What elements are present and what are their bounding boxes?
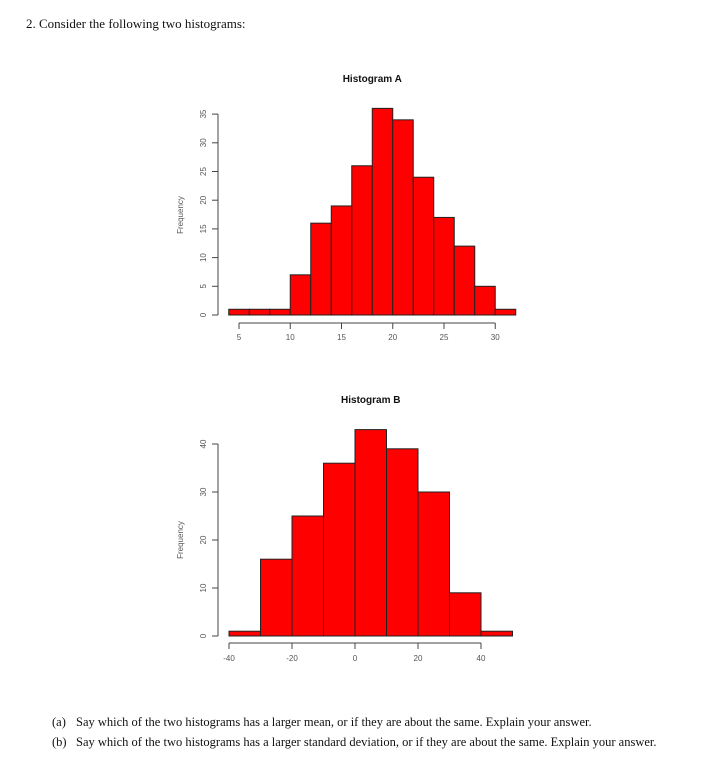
subquestion-label: (a)	[52, 715, 66, 729]
x-tick-label: 0	[353, 654, 358, 663]
x-tick-label: 20	[414, 654, 423, 663]
y-tick-label: 30	[199, 138, 208, 147]
histogram-bar	[323, 462, 356, 637]
histogram-a: Histogram A 0 5 10 15 20 25 30 35 Frequency 5 10 15 2…	[176, 74, 517, 342]
y-tick-label: 30	[199, 487, 208, 496]
y-tick-label: 20	[199, 195, 208, 204]
histogram-bar	[417, 491, 450, 637]
subquestion-b: (b) Say which of the two histograms has …	[52, 732, 692, 752]
subquestion-label: (b)	[52, 735, 67, 749]
histogram-bar	[480, 630, 513, 637]
chart-title: Histogram B	[341, 395, 400, 406]
subquestions: (a) Say which of the two histograms has …	[52, 712, 692, 752]
y-tick-label: 25	[199, 167, 208, 176]
subquestion-text: Say which of the two histograms has a la…	[76, 715, 592, 729]
x-tick-label: 30	[491, 333, 500, 342]
y-axis-label: Frequency	[176, 521, 185, 559]
x-tick-label: -20	[286, 654, 298, 663]
y-tick-label: 5	[199, 284, 208, 289]
histogram-b: Histogram B 0 10 20 30 40 Frequency -40 -20 0 20 40	[176, 395, 513, 663]
y-tick-label: 0	[199, 633, 208, 638]
histogram-bar	[449, 592, 482, 637]
x-tick-label: 10	[286, 333, 295, 342]
histogram-bar	[260, 558, 293, 637]
x-tick-label: 5	[237, 333, 242, 342]
histogram-bar	[453, 245, 476, 316]
x-tick-label: 15	[337, 333, 346, 342]
chart-title: Histogram A	[343, 74, 402, 85]
histogram-bar	[474, 285, 496, 316]
y-tick-label: 15	[199, 224, 208, 233]
x-tick-label: 25	[440, 333, 449, 342]
y-tick-label: 10	[199, 583, 208, 592]
y-tick-label: 20	[199, 535, 208, 544]
x-tick-label: 20	[388, 333, 397, 342]
histogram-bar	[228, 630, 261, 637]
histogram-bar	[386, 448, 419, 637]
y-tick-label: 0	[199, 312, 208, 317]
subquestion-text: Say which of the two histograms has a la…	[76, 735, 657, 749]
y-axis-label: Frequency	[176, 196, 185, 234]
x-tick-label: 40	[477, 654, 486, 663]
y-tick-label: 40	[199, 439, 208, 448]
histogram-bar	[291, 515, 324, 637]
y-tick-label: 10	[199, 253, 208, 262]
histogram-bar	[494, 308, 517, 316]
y-tick-label: 35	[199, 109, 208, 118]
x-tick-label: -40	[223, 654, 235, 663]
histogram-bar	[354, 429, 387, 637]
subquestion-a: (a) Say which of the two histograms has …	[52, 712, 692, 732]
question-header: 2. Consider the following two histograms…	[26, 16, 246, 31]
